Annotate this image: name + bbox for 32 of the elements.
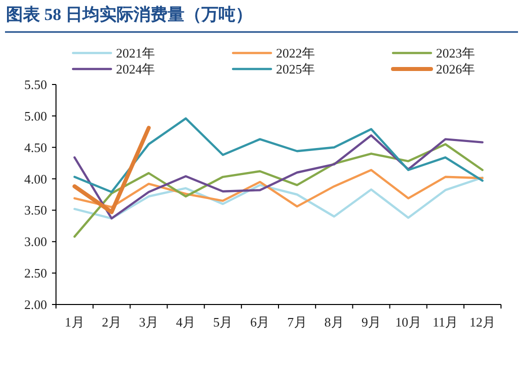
x-tick-label: 5月 [213,314,233,330]
y-tick-label: 5.00 [24,108,47,124]
legend-label: 2026年 [436,62,475,76]
y-tick-label: 2.00 [24,297,47,312]
y-tick-label: 2.50 [24,266,47,281]
chart-title: 图表 58 日均实际消费量（万吨） [6,5,252,24]
x-tick-label: 10月 [395,314,422,330]
x-tick-label: 7月 [287,314,307,330]
x-tick-label: 11月 [432,314,458,330]
x-tick-label: 4月 [176,314,196,330]
line-series [73,134,484,220]
legend-label: 2021年 [116,46,155,60]
line-series [73,168,484,208]
y-tick-label: 3.50 [24,202,47,218]
y-tick-label: 3.00 [24,234,47,250]
line-series [73,117,484,194]
x-tick-label: 12月 [469,314,496,330]
x-tick-label: 2月 [102,314,122,330]
x-tick-label: 3月 [138,314,158,330]
x-tick-label: 9月 [361,314,381,330]
legend-label: 2025年 [276,62,315,76]
x-tick-label: 8月 [324,314,344,330]
x-tick-label: 6月 [250,314,270,330]
line-series [73,176,484,220]
x-tick-label: 1月 [64,314,84,330]
line-series [73,143,484,238]
y-tick-label: 4.50 [24,140,47,155]
legend-label: 2022年 [276,46,315,60]
y-tick-label: 5.50 [24,77,47,92]
legend-label: 2024年 [116,62,155,76]
legend-label: 2023年 [436,46,475,60]
y-tick-label: 4.00 [24,171,47,186]
